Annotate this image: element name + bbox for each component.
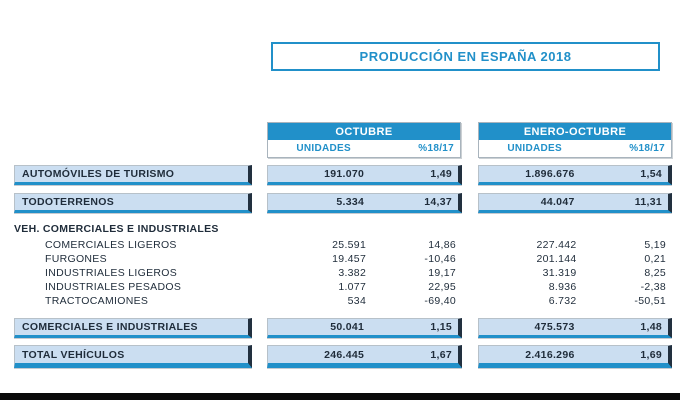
octubre-pct-value: 1,15 — [430, 321, 452, 333]
enero-octubre-pct-value: -2,38 — [640, 281, 666, 293]
column-group-octubre-label: OCTUBRE — [268, 123, 460, 140]
column-group-enero-octubre: ENERO-OCTUBRE UNIDADES %18/17 — [478, 122, 672, 158]
row-label: INDUSTRIALES PESADOS — [45, 281, 182, 293]
enero-octubre-unidades-value: 31.319 — [542, 267, 577, 279]
table-row: INDUSTRIALES PESADOS 1.077 22,95 8.936 -2,38 — [0, 280, 680, 294]
table-body: AUTOMÓVILES DE TURISMO 191.070 1,49 1.896.6… — [0, 165, 680, 380]
row-label-bar: AUTOMÓVILES DE TURISMO — [14, 165, 252, 185]
octubre-unidades-value: 19.457 — [332, 253, 367, 265]
column-header-pct: %18/17 — [629, 143, 665, 154]
table-row: COMERCIALES LIGEROS 25.591 14,86 227.442 5,1… — [0, 238, 680, 252]
column-header-unidades: UNIDADES — [296, 143, 351, 154]
row-label: TODOTERRENOS — [22, 196, 115, 208]
table-row: INDUSTRIALES LIGEROS 3.382 19,17 31.319 8,25 — [0, 266, 680, 280]
column-header-unidades: UNIDADES — [507, 143, 562, 154]
row-label-bar: TODOTERRENOS — [14, 193, 252, 213]
row-label-bar: TOTAL VEHÍCULOS — [14, 345, 252, 368]
octubre-pct-value: 1,67 — [430, 348, 452, 361]
row-label: TOTAL VEHÍCULOS — [22, 348, 125, 361]
enero-octubre-data-bar: 1.896.676 1,54 — [478, 165, 672, 185]
table-row: FURGONES 19.457 -10,46 201.144 0,21 — [0, 252, 680, 266]
table-row: TRACTOCAMIONES 534 -69,40 6.732 -50,51 — [0, 294, 680, 308]
table-row: VEH. COMERCIALES E INDUSTRIALES — [0, 222, 680, 236]
enero-octubre-unidades-value: 44.047 — [540, 196, 575, 208]
octubre-pct-value: -69,40 — [424, 295, 456, 307]
enero-octubre-pct-value: 1,54 — [640, 168, 662, 180]
octubre-pct-value: 14,37 — [424, 196, 452, 208]
octubre-pct-value: 14,86 — [428, 239, 456, 251]
enero-octubre-unidades-value: 6.732 — [548, 295, 577, 307]
octubre-data-bar: 50.041 1,15 — [267, 318, 462, 338]
octubre-unidades-value: 5.334 — [336, 196, 365, 208]
octubre-unidades-value: 191.070 — [324, 168, 365, 180]
enero-octubre-data-bar: 475.573 1,48 — [478, 318, 672, 338]
octubre-data-bar: 5.334 14,37 — [267, 193, 462, 213]
table-row: TODOTERRENOS 5.334 14,37 44.047 11,31 — [0, 193, 680, 213]
bottom-border-bar — [0, 393, 680, 400]
octubre-pct-value: 1,49 — [430, 168, 452, 180]
enero-octubre-unidades-value: 227.442 — [536, 239, 577, 251]
octubre-data-bar: 246.445 1,67 — [267, 345, 462, 368]
table-row: COMERCIALES E INDUSTRIALES 50.041 1,15 475.… — [0, 318, 680, 338]
table-row: AUTOMÓVILES DE TURISMO 191.070 1,49 1.896.6… — [0, 165, 680, 185]
column-header-pct: %18/17 — [418, 143, 454, 154]
enero-octubre-pct-value: 5,19 — [644, 239, 666, 251]
enero-octubre-pct-value: 1,48 — [640, 321, 662, 333]
enero-octubre-pct-value: -50,51 — [634, 295, 666, 307]
octubre-pct-value: 22,95 — [428, 281, 456, 293]
column-group-enero-octubre-label: ENERO-OCTUBRE — [479, 123, 671, 140]
enero-octubre-data-bar: 2.416.296 1,69 — [478, 345, 672, 368]
row-label: AUTOMÓVILES DE TURISMO — [22, 168, 175, 180]
enero-octubre-pct-value: 1,69 — [640, 348, 662, 361]
octubre-unidades-value: 50.041 — [330, 321, 365, 333]
row-label: COMERCIALES LIGEROS — [45, 239, 177, 251]
enero-octubre-data-bar: 44.047 11,31 — [478, 193, 672, 213]
enero-octubre-unidades-value: 475.573 — [534, 321, 575, 333]
report-title-box: PRODUCCIÓN EN ESPAÑA 2018 — [271, 42, 660, 71]
row-label: COMERCIALES E INDUSTRIALES — [22, 321, 198, 333]
row-label: INDUSTRIALES LIGEROS — [45, 267, 178, 279]
row-label: FURGONES — [45, 253, 107, 265]
enero-octubre-unidades-value: 2.416.296 — [525, 348, 575, 361]
enero-octubre-unidades-value: 201.144 — [536, 253, 577, 265]
octubre-pct-value: -10,46 — [424, 253, 456, 265]
enero-octubre-unidades-value: 1.896.676 — [525, 168, 575, 180]
enero-octubre-unidades-value: 8.936 — [548, 281, 577, 293]
table-row: TOTAL VEHÍCULOS 246.445 1,67 2.416.296 1,69 — [0, 345, 680, 368]
enero-octubre-pct-value: 11,31 — [634, 196, 662, 208]
octubre-unidades-value: 534 — [347, 295, 367, 307]
enero-octubre-pct-value: 8,25 — [644, 267, 666, 279]
octubre-unidades-value: 246.445 — [324, 348, 365, 361]
row-label: TRACTOCAMIONES — [45, 295, 149, 307]
octubre-pct-value: 19,17 — [428, 267, 456, 279]
column-group-octubre: OCTUBRE UNIDADES %18/17 — [267, 122, 461, 158]
enero-octubre-pct-value: 0,21 — [644, 253, 666, 265]
octubre-unidades-value: 3.382 — [338, 267, 367, 279]
octubre-unidades-value: 1.077 — [338, 281, 367, 293]
section-heading: VEH. COMERCIALES E INDUSTRIALES — [14, 223, 219, 235]
octubre-data-bar: 191.070 1,49 — [267, 165, 462, 185]
page-title: PRODUCCIÓN EN ESPAÑA 2018 — [359, 49, 572, 64]
row-label-bar: COMERCIALES E INDUSTRIALES — [14, 318, 252, 338]
octubre-unidades-value: 25.591 — [332, 239, 367, 251]
